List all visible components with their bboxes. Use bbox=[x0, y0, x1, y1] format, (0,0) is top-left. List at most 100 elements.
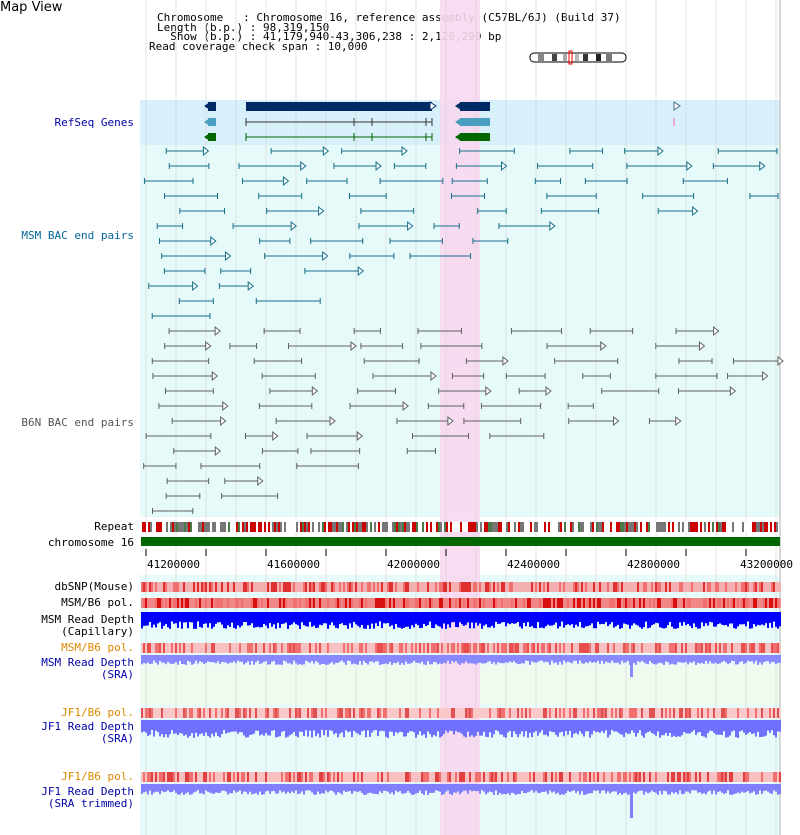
jf1-trim-depth-bar bbox=[155, 784, 157, 792]
msm-cap-depth-bar bbox=[643, 612, 645, 628]
jf1-trim-depth-bar bbox=[293, 784, 295, 793]
repeat-block bbox=[212, 522, 214, 532]
jf1-pol-cell bbox=[707, 708, 709, 718]
msm-pol2-cell bbox=[431, 643, 433, 653]
jf1-trim-depth-bar bbox=[751, 784, 753, 793]
jf1-sra-depth-bar bbox=[171, 720, 173, 731]
msm-bac-pair-arrow bbox=[322, 145, 330, 157]
msm-pol2-cell bbox=[531, 643, 533, 653]
msm-pol2-cell bbox=[663, 643, 665, 653]
jf1-pol-cell bbox=[419, 708, 421, 718]
msm-pol2-cell bbox=[429, 643, 431, 653]
jf1-sra-depth-bar bbox=[251, 720, 253, 735]
repeat-block bbox=[574, 522, 576, 532]
jf1-trim-depth-bar bbox=[147, 784, 149, 795]
msm-pol2-cell bbox=[183, 643, 185, 653]
msm-cap-depth-bar bbox=[635, 612, 637, 625]
gene-bar bbox=[246, 102, 432, 111]
msm-pol2-cell bbox=[407, 643, 409, 653]
gene-arrow bbox=[204, 133, 210, 141]
msm-pol-cell bbox=[269, 598, 271, 608]
msm-pol2-cell bbox=[625, 643, 627, 653]
jf1-pol2-cell bbox=[767, 772, 769, 782]
jf1-pol-cell bbox=[625, 708, 627, 718]
repeat-block bbox=[362, 522, 364, 532]
jf1-trim-depth-bar bbox=[673, 784, 675, 794]
msm-cap-depth-bar bbox=[341, 612, 343, 624]
jf1-sra-depth-bar bbox=[605, 720, 607, 731]
msm-sra-depth-bar bbox=[201, 655, 203, 663]
msm-sra-depth-bar bbox=[165, 655, 167, 665]
msm-pol2-cell bbox=[743, 643, 745, 653]
jf1-pol2-cell bbox=[331, 772, 333, 782]
jf1-trim-depth-bar bbox=[405, 784, 407, 793]
jf1-sra-depth-bar bbox=[257, 720, 259, 731]
jf1-sra-depth-bar bbox=[413, 720, 415, 733]
chromosome-ideogram[interactable] bbox=[529, 50, 627, 65]
msm-pol-cell bbox=[353, 598, 355, 608]
msm-pol-cell bbox=[467, 598, 469, 608]
msm-cap-depth-bar bbox=[299, 612, 301, 629]
msm-pol2-cell bbox=[231, 643, 233, 653]
jf1-pol-cell bbox=[413, 708, 415, 718]
dbsnp-cell bbox=[527, 582, 529, 592]
jf1-trim-depth-bar bbox=[335, 784, 337, 795]
dbsnp-cell bbox=[153, 582, 155, 592]
jf1-trim-depth-bar bbox=[493, 784, 495, 795]
msm-sra-depth-bar bbox=[233, 655, 235, 662]
jf1-sra-depth-bar bbox=[541, 720, 543, 731]
msm-pol2-cell bbox=[681, 643, 683, 653]
jf1-pol-cell bbox=[557, 708, 559, 718]
msm-cap-depth-bar bbox=[591, 612, 593, 624]
dbsnp-cell bbox=[771, 582, 773, 592]
msm-cap-depth-bar bbox=[365, 612, 367, 629]
jf1-pol-cell bbox=[191, 708, 193, 718]
jf1-pol2-cell bbox=[155, 772, 157, 782]
jf1-pol2-cell bbox=[541, 772, 543, 782]
jf1-trim-depth-bar bbox=[675, 784, 677, 793]
jf1-pol-cell bbox=[391, 708, 393, 718]
dbsnp-cell bbox=[283, 582, 285, 592]
msm-sra-depth-bar bbox=[575, 655, 577, 661]
msm-pol-cell bbox=[641, 598, 643, 608]
dbsnp-cell bbox=[407, 582, 409, 592]
msm-sra-depth-bar bbox=[771, 655, 773, 662]
jf1-trim-depth-bar bbox=[719, 784, 721, 792]
jf1-pol-cell bbox=[687, 708, 689, 718]
msm-pol-cell bbox=[613, 598, 615, 608]
jf1-pol2-cell bbox=[187, 772, 189, 782]
msm-sra-depth-bar bbox=[275, 655, 277, 665]
msm-sra-depth-bar bbox=[665, 655, 667, 662]
jf1-trim-depth-bar bbox=[367, 784, 369, 794]
jf1-sra-depth-bar bbox=[665, 720, 667, 734]
msm-pol2-cell bbox=[411, 643, 413, 653]
msm-pol2-cell bbox=[425, 643, 427, 653]
msm-cap-depth-bar bbox=[577, 612, 579, 627]
jf1-sra-depth-bar bbox=[389, 720, 391, 732]
jf1-pol-cell bbox=[421, 708, 423, 718]
jf1-sra-depth-bar bbox=[431, 720, 433, 738]
dbsnp-cell bbox=[713, 582, 715, 592]
repeat-block bbox=[618, 522, 620, 532]
jf1-pol2-cell bbox=[353, 772, 355, 782]
jf1-pol2-cell bbox=[375, 772, 377, 782]
jf1-trim-depth-bar bbox=[691, 784, 693, 791]
jf1-sra-depth-bar bbox=[183, 720, 185, 736]
dbsnp-cell bbox=[581, 582, 583, 592]
jf1-pol-cell bbox=[561, 708, 563, 718]
repeat-block bbox=[728, 522, 730, 532]
repeat-block bbox=[164, 522, 166, 532]
msm-pol2-cell bbox=[399, 643, 401, 653]
gene-arrow bbox=[204, 102, 210, 110]
msm-sra-depth-bar bbox=[735, 655, 737, 665]
jf1-trim-depth-bar bbox=[563, 784, 565, 795]
msm-sra-depth-bar bbox=[421, 655, 423, 662]
jf1-trim-depth-bar bbox=[773, 784, 775, 791]
jf1-pol-cell bbox=[257, 708, 259, 718]
jf1-pol2-cell bbox=[597, 772, 599, 782]
jf1-trim-depth-bar bbox=[299, 784, 301, 794]
jf1-pol-cell bbox=[431, 708, 433, 718]
jf1-sra-depth-bar bbox=[669, 720, 671, 733]
dbsnp-cell bbox=[165, 582, 167, 592]
